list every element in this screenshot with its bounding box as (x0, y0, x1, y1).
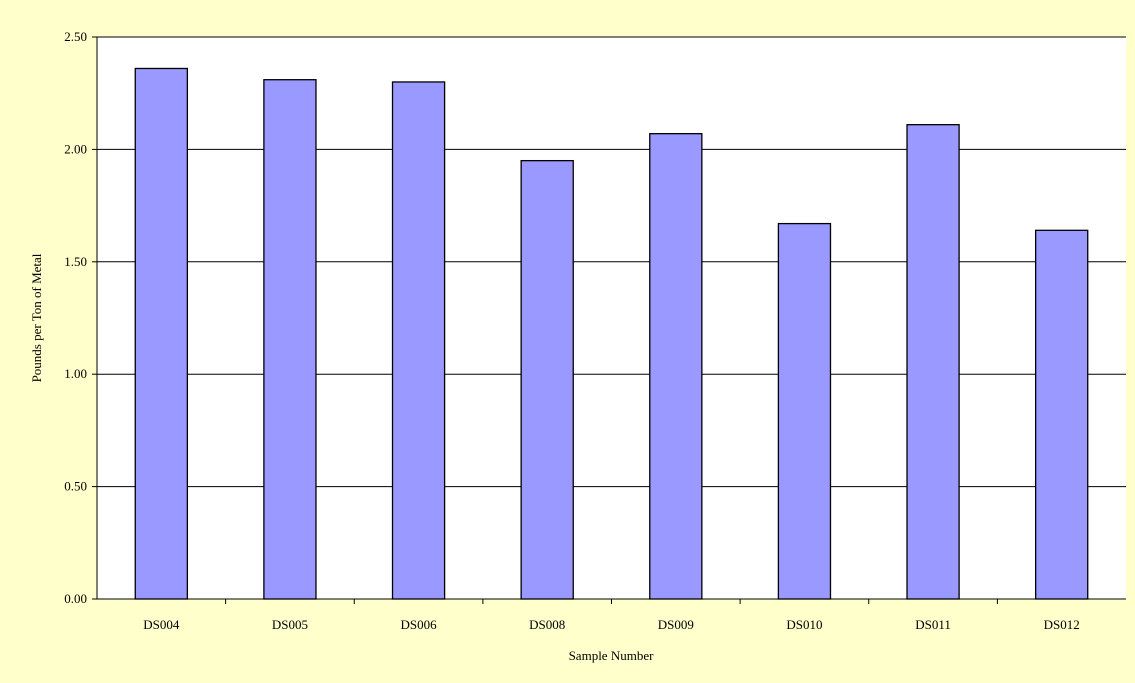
bar-ds009 (649, 133, 703, 600)
x-tick-label: DS012 (1044, 617, 1080, 632)
y-tick-label: 1.50 (64, 254, 87, 269)
plot-area (97, 37, 1126, 599)
y-tick-label: 0.00 (64, 591, 87, 606)
y-tick-label: 2.50 (64, 29, 87, 44)
y-tick-label: 1.00 (64, 366, 87, 381)
y-tick-label: 0.50 (64, 479, 87, 494)
bar-ds008 (520, 159, 574, 600)
x-tick-label: DS010 (786, 617, 822, 632)
bar-ds004 (134, 67, 189, 600)
y-axis-ticks: 0.00 0.50 1.00 1.50 2.00 2.50 (64, 29, 97, 606)
bar-ds010 (777, 222, 832, 600)
x-tick-label: DS004 (143, 617, 180, 632)
x-axis-ticks: DS004 DS005 DS006 DS008 DS009 DS010 DS011 DS012 (143, 599, 1080, 632)
x-tick-label: DS006 (401, 617, 438, 632)
bar-ds012 (1034, 229, 1089, 600)
x-axis-title: Sample Number (569, 648, 655, 663)
x-tick-label: DS008 (529, 617, 565, 632)
y-tick-label: 2.00 (64, 141, 87, 156)
x-tick-label: DS009 (658, 617, 694, 632)
x-tick-label: DS005 (272, 617, 308, 632)
bar-ds005 (263, 79, 317, 600)
bar-ds006 (391, 81, 446, 600)
bar-ds011 (906, 124, 960, 600)
bars (134, 67, 1089, 600)
y-axis-title: Pounds per Ton of Metal (29, 253, 44, 382)
x-tick-label: DS011 (915, 617, 951, 632)
